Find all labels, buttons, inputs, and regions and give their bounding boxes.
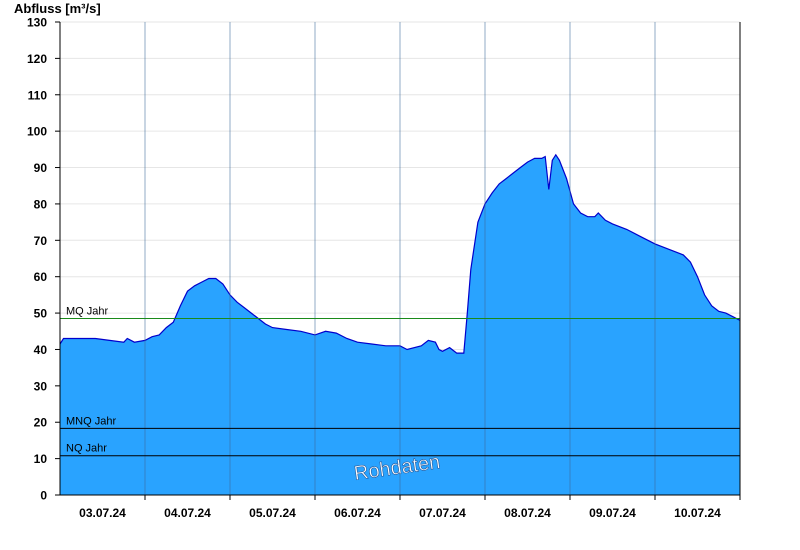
y-tick-label: 110 — [28, 88, 48, 102]
reference-line-label: NQ Jahr — [66, 443, 107, 455]
y-tick-label: 30 — [34, 379, 48, 393]
y-tick-label: 120 — [27, 52, 47, 66]
day-separator-lines — [144, 22, 656, 495]
y-tick-label: 70 — [34, 234, 48, 248]
y-tick-label: 0 — [40, 489, 47, 503]
x-tick-label: 08.07.24 — [504, 506, 551, 520]
y-tick-label: 50 — [34, 307, 48, 321]
discharge-line — [59, 153, 741, 354]
y-tick-label: 10 — [34, 452, 48, 466]
y-axis-label: Abfluss [m³/s] — [14, 1, 101, 16]
x-tick-label: 10.07.24 — [674, 506, 721, 520]
x-tick-label: 09.07.24 — [589, 506, 636, 520]
reference-line-label: MQ Jahr — [66, 306, 109, 318]
reference-line-label: MNQ Jahr — [66, 415, 116, 427]
x-tick-labels: 03.07.24 04.07.24 05.07.24 06.07.24 07.07.24… — [79, 506, 721, 520]
y-tick-label: 20 — [34, 416, 48, 430]
y-tick-label: 90 — [34, 161, 48, 175]
x-tick-label: 03.07.24 — [79, 506, 126, 520]
y-tick-label: 60 — [34, 270, 48, 284]
y-tick-label: 40 — [34, 343, 48, 357]
x-tick-label: 07.07.24 — [419, 506, 466, 520]
x-tick-label: 06.07.24 — [334, 506, 381, 520]
reference-lines: MQ Jahr MNQ Jahr NQ Jahr — [60, 306, 740, 457]
axes — [55, 21, 741, 500]
y-tick-label: 100 — [27, 125, 47, 139]
y-tick-label: 130 — [27, 16, 47, 30]
y-tick-labels: 0 10 20 30 40 50 60 70 80 90 100 110 120 130 — [27, 16, 47, 503]
x-tick-label: 04.07.24 — [164, 506, 211, 520]
y-tick-label: 80 — [34, 197, 48, 211]
x-tick-label: 05.07.24 — [249, 506, 296, 520]
